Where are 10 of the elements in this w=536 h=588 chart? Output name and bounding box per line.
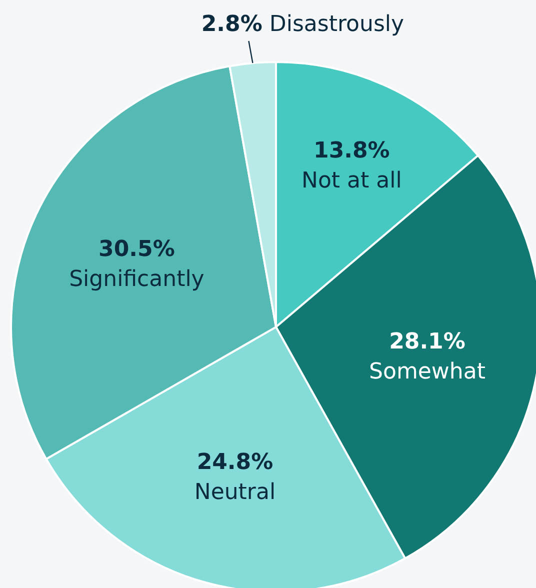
data-label: 13.8% — [314, 138, 390, 164]
slice-label: Significantly — [69, 266, 204, 292]
data-label: 28.1% — [389, 329, 466, 354]
data-label: 2.8% — [201, 12, 262, 38]
data-label: 24.8% — [196, 450, 274, 476]
slice-label: Somewhat — [369, 359, 486, 384]
slice-label: Disastrously — [262, 12, 404, 38]
data-label: 30.5% — [98, 236, 175, 262]
slice-label: Neutral — [194, 480, 276, 506]
slice-label: Not at all — [302, 168, 402, 194]
